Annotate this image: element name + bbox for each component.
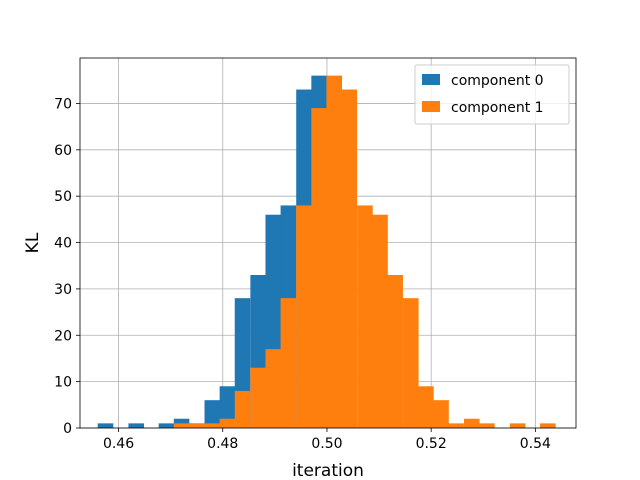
histogram-bar [372, 214, 388, 428]
histogram-bar [433, 400, 449, 428]
histogram-bar [479, 423, 495, 428]
legend-swatch-component-0 [422, 74, 440, 85]
histogram-bar [311, 108, 327, 428]
y-axis-ticks: 0 10 20 30 40 50 60 70 [54, 96, 80, 437]
y-axis-label: KL [23, 232, 43, 253]
y-tick-label: 20 [54, 328, 72, 344]
histogram-bar [189, 423, 205, 428]
histogram-bar [219, 386, 236, 428]
x-axis-ticks: 0.46 0.48 0.50 0.52 0.54 [103, 428, 551, 452]
histogram-bar [448, 423, 464, 428]
series-component-1 [173, 75, 556, 429]
histogram-bar [326, 75, 343, 428]
histogram-bar [173, 423, 190, 428]
x-tick-label: 0.48 [207, 436, 238, 452]
histogram-bar [387, 274, 403, 428]
histogram-bar [357, 205, 373, 428]
y-tick-label: 60 [54, 143, 72, 159]
legend-box [414, 64, 570, 125]
histogram-bar [204, 423, 221, 428]
y-tick-label: 10 [54, 375, 72, 391]
histogram-bar [418, 386, 434, 428]
histogram-bar [158, 423, 175, 428]
legend-swatch-component-1 [422, 101, 440, 112]
x-tick-label: 0.52 [416, 436, 447, 452]
legend-label-component-1: component 1 [451, 100, 544, 116]
histogram-bar [509, 423, 526, 428]
histogram-bar [341, 89, 358, 429]
x-axis-label: iteration [292, 461, 364, 480]
y-tick-label: 50 [54, 189, 72, 205]
x-tick-label: 0.50 [311, 436, 342, 452]
plot-frame [79, 57, 577, 429]
histogram-bar [128, 423, 145, 428]
histogram-bar [403, 298, 419, 428]
histogram-bar [250, 367, 266, 428]
histogram-bar [97, 423, 114, 428]
legend: component 0 component 1 [414, 64, 570, 125]
y-tick-label: 0 [63, 421, 72, 437]
histogram-bar [219, 418, 236, 428]
histogram-bar [540, 423, 556, 428]
histogram-bars [97, 75, 556, 429]
x-tick-label: 0.54 [520, 436, 551, 452]
histogram-bar [234, 390, 251, 428]
y-tick-label: 40 [54, 236, 72, 252]
y-tick-label: 30 [54, 282, 72, 298]
histogram-bar [463, 418, 480, 428]
legend-label-component-0: component 0 [451, 73, 544, 89]
histogram-bar [280, 298, 297, 428]
histogram-bar [204, 400, 221, 428]
histogram-bar [265, 349, 282, 428]
y-tick-label: 70 [54, 96, 72, 112]
x-tick-label: 0.46 [103, 436, 134, 452]
histogram-bar [296, 205, 312, 428]
